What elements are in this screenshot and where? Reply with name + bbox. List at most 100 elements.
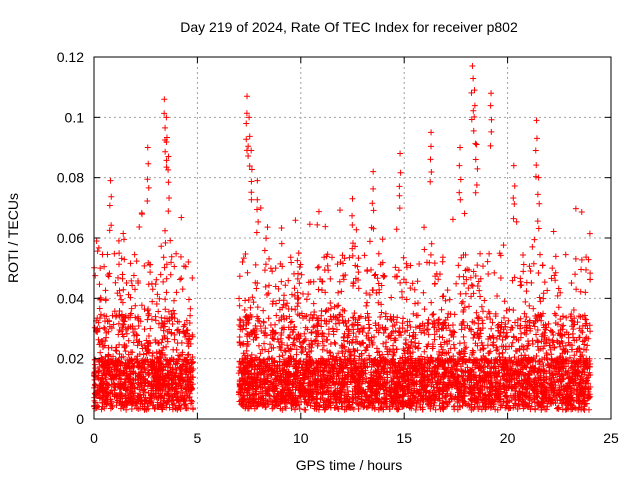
data-point [549, 265, 556, 272]
data-point [301, 406, 308, 413]
data-point [552, 253, 559, 260]
data-point [105, 364, 112, 371]
data-point [166, 317, 173, 324]
data-point [446, 296, 453, 303]
data-point [183, 317, 190, 324]
data-point [148, 316, 155, 323]
data-point [187, 312, 194, 319]
data-point [162, 296, 169, 303]
data-point [287, 254, 294, 261]
data-point [500, 242, 507, 249]
data-point [395, 267, 402, 274]
data-point [375, 250, 382, 257]
data-point [179, 349, 186, 356]
data-point [449, 321, 456, 328]
data-point [121, 256, 128, 263]
data-point [578, 256, 585, 263]
data-point [171, 297, 178, 304]
data-point [457, 290, 464, 297]
data-point [168, 253, 175, 260]
data-point [522, 298, 529, 305]
data-point [170, 346, 177, 353]
data-point [291, 285, 298, 292]
data-point [365, 314, 372, 321]
data-point [190, 406, 197, 413]
data-point [172, 372, 179, 379]
data-point [392, 264, 399, 271]
data-point [143, 337, 150, 344]
data-point [314, 221, 321, 228]
data-point [186, 320, 193, 327]
data-point [105, 344, 112, 351]
data-point [562, 251, 569, 258]
chart-title: Day 219 of 2024, Rate Of TEC Index for r… [180, 19, 518, 35]
data-point [103, 370, 110, 377]
data-point [236, 273, 243, 280]
data-points [91, 63, 594, 413]
data-point [236, 322, 243, 329]
data-point [98, 406, 105, 413]
data-point [361, 252, 368, 259]
data-point [278, 240, 285, 247]
data-point [119, 271, 126, 278]
data-point [535, 270, 542, 277]
data-point [366, 325, 373, 332]
data-point [364, 299, 371, 306]
data-point [110, 321, 117, 328]
data-point [116, 250, 123, 257]
data-point [143, 357, 150, 364]
data-point [163, 289, 170, 296]
data-point [587, 276, 594, 283]
data-point [550, 228, 557, 235]
data-point [157, 359, 164, 366]
data-point [101, 263, 108, 270]
data-point [247, 304, 254, 311]
data-point [314, 264, 321, 271]
data-point [112, 279, 119, 286]
data-point [348, 322, 355, 329]
data-point [366, 238, 373, 245]
data-point [262, 283, 269, 290]
data-point [430, 311, 437, 318]
data-point [121, 344, 128, 351]
data-point [450, 341, 457, 348]
data-point [128, 277, 135, 284]
data-point [166, 404, 173, 411]
data-point [164, 391, 171, 398]
data-point [115, 362, 122, 369]
data-point [94, 248, 101, 255]
data-point [572, 255, 579, 262]
data-point [263, 235, 270, 242]
data-point [319, 346, 326, 353]
data-point [135, 278, 142, 285]
data-point [100, 324, 107, 331]
data-point [273, 312, 280, 319]
data-point [173, 289, 180, 296]
data-point [322, 308, 329, 315]
data-point [166, 326, 173, 333]
data-point [355, 255, 362, 262]
data-point [424, 326, 431, 333]
data-point [499, 350, 506, 357]
data-point [153, 300, 160, 307]
data-point [523, 288, 530, 295]
data-point [130, 385, 137, 392]
data-point [95, 244, 102, 251]
data-point [578, 266, 585, 273]
data-point [439, 258, 446, 265]
data-point [163, 343, 170, 350]
data-point [496, 350, 503, 357]
data-point [315, 286, 322, 293]
data-point [123, 330, 130, 337]
data-point [162, 239, 169, 246]
data-point [520, 261, 527, 268]
data-point [155, 308, 162, 315]
data-point [236, 295, 243, 302]
data-point [92, 272, 99, 279]
data-point [481, 297, 488, 304]
data-point [158, 243, 165, 250]
data-point [105, 273, 112, 280]
data-point [118, 255, 125, 262]
data-point [239, 259, 246, 266]
data-point [541, 279, 548, 286]
